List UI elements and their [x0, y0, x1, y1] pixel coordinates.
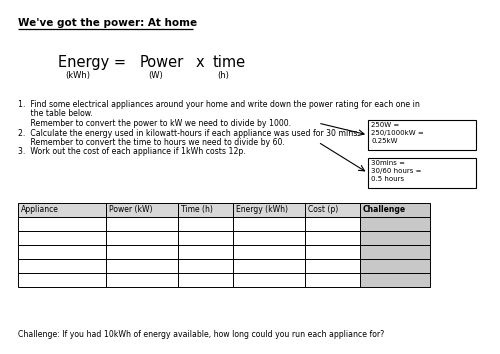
Bar — [18, 245, 106, 259]
Bar — [106, 231, 178, 245]
Bar — [106, 259, 178, 273]
Text: Cost (p): Cost (p) — [308, 205, 338, 214]
Bar — [233, 217, 305, 231]
Bar — [233, 273, 305, 287]
Bar — [360, 203, 430, 217]
Text: We've got the power: At home: We've got the power: At home — [18, 18, 197, 28]
Text: (W): (W) — [148, 71, 163, 80]
Text: Power: Power — [140, 55, 184, 70]
Text: Appliance: Appliance — [21, 205, 59, 214]
Bar — [233, 231, 305, 245]
Text: 2.  Calculate the energy used in kilowatt-hours if each appliance was used for 3: 2. Calculate the energy used in kilowatt… — [18, 129, 360, 137]
Bar — [18, 203, 106, 217]
Text: Challenge: If you had 10kWh of energy available, how long could you run each app: Challenge: If you had 10kWh of energy av… — [18, 330, 384, 339]
Bar — [360, 217, 430, 231]
Bar — [305, 231, 360, 245]
Bar — [106, 245, 178, 259]
Bar — [18, 231, 106, 245]
Text: (kWh): (kWh) — [65, 71, 90, 80]
Bar — [178, 245, 233, 259]
Text: 30mins =
30/60 hours =
0.5 hours: 30mins = 30/60 hours = 0.5 hours — [371, 160, 422, 182]
Text: 250W =
250/1000kW =
0.25kW: 250W = 250/1000kW = 0.25kW — [371, 122, 424, 144]
Text: Remember to convert the power to kW we need to divide by 1000.: Remember to convert the power to kW we n… — [18, 119, 291, 128]
Bar — [18, 217, 106, 231]
Bar — [178, 203, 233, 217]
Bar — [178, 259, 233, 273]
Text: Energy (kWh): Energy (kWh) — [236, 205, 288, 214]
Text: Challenge: Challenge — [363, 205, 406, 214]
Bar — [178, 273, 233, 287]
Bar — [360, 273, 430, 287]
Text: Energy =: Energy = — [58, 55, 126, 70]
Bar — [305, 245, 360, 259]
Bar — [360, 245, 430, 259]
Text: 1.  Find some electrical appliances around your home and write down the power ra: 1. Find some electrical appliances aroun… — [18, 100, 420, 109]
Text: time: time — [213, 55, 246, 70]
Bar — [18, 259, 106, 273]
Bar — [106, 273, 178, 287]
Bar — [360, 259, 430, 273]
Bar — [360, 231, 430, 245]
Text: the table below.: the table below. — [18, 109, 93, 119]
Text: Time (h): Time (h) — [181, 205, 213, 214]
Bar — [178, 217, 233, 231]
Bar — [305, 217, 360, 231]
Bar — [368, 120, 476, 150]
Bar — [18, 273, 106, 287]
Bar — [305, 273, 360, 287]
Bar — [233, 203, 305, 217]
Text: x: x — [196, 55, 204, 70]
Text: Remember to convert the time to hours we need to divide by 60.: Remember to convert the time to hours we… — [18, 138, 285, 147]
Text: (h): (h) — [217, 71, 229, 80]
Bar — [305, 259, 360, 273]
Text: 3.  Work out the cost of each appliance if 1kWh costs 12p.: 3. Work out the cost of each appliance i… — [18, 148, 246, 156]
Text: Power (kW): Power (kW) — [109, 205, 152, 214]
Bar — [305, 203, 360, 217]
Bar — [233, 259, 305, 273]
Bar — [368, 158, 476, 188]
Bar — [106, 203, 178, 217]
Bar — [178, 231, 233, 245]
Bar — [233, 245, 305, 259]
Bar — [106, 217, 178, 231]
